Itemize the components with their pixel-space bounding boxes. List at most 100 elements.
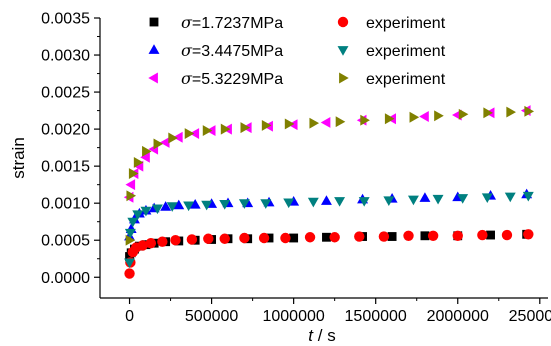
data-point-circle xyxy=(523,229,534,240)
sigma-value: =3.4475MPa xyxy=(192,43,283,60)
data-point-triangle-down xyxy=(151,204,163,215)
data-point-circle xyxy=(501,229,513,241)
data-point-circle xyxy=(186,234,198,245)
data-point-triangle-right xyxy=(284,118,295,130)
data-point-circle xyxy=(354,231,365,242)
legend-marker-triangle-right xyxy=(339,72,349,84)
sigma-symbol: σ xyxy=(181,69,193,88)
data-point-circle xyxy=(452,230,463,241)
sigma-value: =1.7237MPa xyxy=(192,15,283,32)
data-point-triangle-left xyxy=(173,131,183,143)
y-tick-label: 0.0005 xyxy=(41,233,90,250)
data-point-square xyxy=(322,232,331,242)
data-point-triangle-right xyxy=(360,114,370,126)
x-tick-label: 500000 xyxy=(185,308,238,325)
data-point-circle xyxy=(170,235,181,246)
data-point-circle xyxy=(477,229,488,241)
data-point-circle xyxy=(378,231,390,242)
data-point-triangle-down xyxy=(457,194,469,204)
data-point-triangle-down xyxy=(283,198,295,209)
data-point-triangle-down xyxy=(183,201,195,212)
legend-entry-experiment: experiment xyxy=(337,15,446,32)
data-point-triangle-right xyxy=(524,105,535,117)
x-axis-label-variable: t xyxy=(308,326,314,345)
x-tick-label: 1000000 xyxy=(262,308,324,325)
legend-marker-triangle-left xyxy=(148,72,158,84)
data-point-triangle-right xyxy=(458,108,469,120)
data-point-triangle-right xyxy=(126,190,137,202)
data-point-square xyxy=(289,233,299,243)
data-point-triangle-right xyxy=(184,128,195,140)
data-point-circle xyxy=(304,232,316,243)
legend-label: experiment xyxy=(366,71,446,88)
series-3 xyxy=(124,191,534,269)
y-tick-label: 0.0000 xyxy=(41,270,90,287)
data-point-triangle-down xyxy=(260,199,272,209)
legend-entry-experiment: experiment xyxy=(337,43,446,60)
y-tick-label: 0.0015 xyxy=(41,159,90,176)
legend-marker-square xyxy=(149,17,159,27)
x-axis-label-unit: / s xyxy=(313,326,336,345)
data-point-triangle-right xyxy=(261,119,272,131)
data-point-circle xyxy=(280,232,291,244)
legend-marker-triangle-up xyxy=(148,44,160,54)
data-point-triangle-right xyxy=(240,122,251,134)
data-point-triangle-down xyxy=(127,217,139,228)
data-point-triangle-down xyxy=(383,196,395,206)
data-point-circle xyxy=(157,236,168,247)
legend-entry-sigma: σ=3.4475MPa xyxy=(148,41,283,60)
legend-label: σ=1.7237MPa xyxy=(181,13,283,32)
y-tick-label: 0.0025 xyxy=(41,85,90,102)
data-point-triangle-left xyxy=(159,136,170,148)
data-point-triangle-down xyxy=(166,202,178,212)
data-point-triangle-down xyxy=(522,191,534,202)
sigma-symbol: σ xyxy=(181,13,193,32)
y-tick-label: 0.0010 xyxy=(41,196,90,213)
data-point-triangle-down xyxy=(358,197,370,207)
legend-label: experiment xyxy=(366,43,446,60)
series-2 xyxy=(124,188,533,241)
data-point-triangle-right xyxy=(142,145,152,157)
data-point-triangle-down xyxy=(124,258,135,269)
legend-entry-sigma: σ=1.7237MPa xyxy=(149,13,283,32)
data-point-triangle-left xyxy=(419,111,429,122)
data-point-triangle-left xyxy=(125,179,136,191)
legend-marker-circle xyxy=(337,16,349,28)
data-point-triangle-down xyxy=(238,199,250,209)
data-point-triangle-right xyxy=(153,138,164,150)
data-point-triangle-right xyxy=(133,156,144,168)
x-tick-label: 1500000 xyxy=(345,308,407,325)
series-0 xyxy=(125,229,532,261)
data-point-triangle-down xyxy=(307,197,319,208)
y-axis-label: strain xyxy=(9,137,28,179)
data-point-circle xyxy=(137,240,148,251)
data-point-triangle-right xyxy=(168,132,178,144)
y-tick-label: 0.0020 xyxy=(41,122,90,139)
data-point-triangle-right xyxy=(409,111,420,123)
x-tick-label: 0 xyxy=(125,308,134,325)
data-point-triangle-down xyxy=(504,192,516,203)
data-point-triangle-right xyxy=(384,113,395,125)
data-point-triangle-right xyxy=(128,168,139,180)
data-point-triangle-right xyxy=(483,107,494,119)
data-point-triangle-down xyxy=(219,200,231,210)
data-point-triangle-down xyxy=(334,197,346,207)
data-point-square xyxy=(420,231,430,241)
data-point-circle xyxy=(124,268,135,279)
data-point-circle xyxy=(239,232,250,244)
data-point-circle xyxy=(145,237,157,249)
data-point-triangle-up xyxy=(419,192,431,202)
x-tick-label: 2500000 xyxy=(509,308,551,325)
data-point-square xyxy=(486,230,495,240)
data-point-triangle-down xyxy=(132,210,144,221)
data-point-triangle-right xyxy=(125,234,136,246)
axis-labels: strain t / s xyxy=(9,137,336,345)
data-point-circle xyxy=(427,230,439,241)
data-point-triangle-right xyxy=(202,125,213,137)
data-point-triangle-down xyxy=(432,194,444,205)
axes: 0.0000 0.0005 0.0010 0.0015 0.0020 0.0025 0.00… xyxy=(41,11,551,326)
data-point-circle xyxy=(219,233,230,244)
